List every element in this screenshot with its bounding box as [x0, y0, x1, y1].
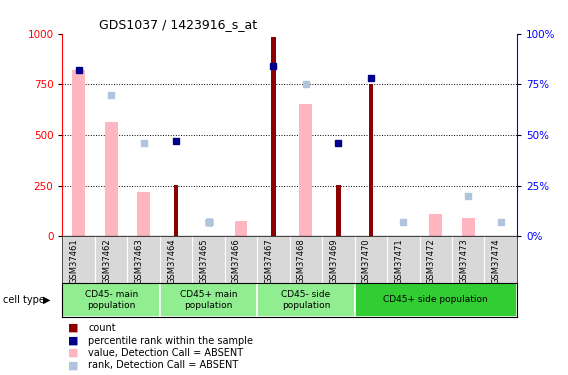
Bar [369, 84, 373, 236]
Text: GSM37465: GSM37465 [199, 238, 208, 284]
Bar [105, 122, 118, 236]
Text: GSM37472: GSM37472 [427, 238, 436, 284]
Bar [137, 192, 150, 236]
Text: ■: ■ [68, 336, 78, 345]
Text: CD45+ side population: CD45+ side population [383, 296, 488, 304]
Text: GSM37471: GSM37471 [394, 238, 403, 284]
Text: ■: ■ [68, 348, 78, 358]
Text: GSM37462: GSM37462 [102, 238, 111, 284]
Text: GSM37464: GSM37464 [167, 238, 176, 284]
Text: CD45- side
population: CD45- side population [281, 290, 331, 310]
Text: GSM37474: GSM37474 [492, 238, 500, 284]
Text: ■: ■ [68, 360, 78, 370]
Bar [271, 37, 275, 236]
Bar [429, 214, 442, 236]
Text: GSM37469: GSM37469 [329, 238, 339, 284]
Bar [299, 104, 312, 236]
Bar [174, 184, 178, 236]
Text: cell type: cell type [3, 295, 45, 305]
Bar [235, 221, 248, 236]
Text: ▶: ▶ [43, 295, 50, 305]
Text: rank, Detection Call = ABSENT: rank, Detection Call = ABSENT [88, 360, 239, 370]
Bar [257, 283, 354, 317]
Text: GDS1037 / 1423916_s_at: GDS1037 / 1423916_s_at [99, 18, 257, 31]
Text: ■: ■ [68, 323, 78, 333]
Text: GSM37466: GSM37466 [232, 238, 241, 284]
Text: CD45+ main
population: CD45+ main population [180, 290, 237, 310]
Text: GSM37468: GSM37468 [297, 238, 306, 284]
Text: GSM37461: GSM37461 [70, 238, 79, 284]
Bar [336, 184, 341, 236]
Bar [62, 283, 160, 317]
Text: GSM37470: GSM37470 [362, 238, 371, 284]
Text: CD45- main
population: CD45- main population [85, 290, 138, 310]
Bar [160, 283, 257, 317]
Text: value, Detection Call = ABSENT: value, Detection Call = ABSENT [88, 348, 243, 358]
Text: GSM37467: GSM37467 [265, 238, 273, 284]
Bar [462, 218, 475, 236]
Bar [354, 283, 517, 317]
Text: GSM37463: GSM37463 [135, 238, 144, 284]
Text: count: count [88, 323, 116, 333]
Bar [72, 70, 85, 236]
Text: GSM37473: GSM37473 [459, 238, 468, 284]
Text: percentile rank within the sample: percentile rank within the sample [88, 336, 253, 345]
